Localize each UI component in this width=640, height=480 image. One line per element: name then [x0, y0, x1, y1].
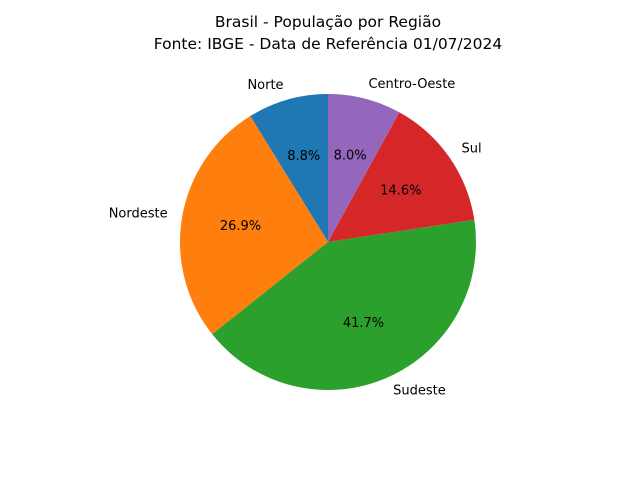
pct-label-norte: 8.8%: [287, 149, 320, 164]
category-label-nordeste: Nordeste: [109, 207, 168, 222]
pct-label-sudeste: 41.7%: [343, 316, 384, 331]
category-label-sul: Sul: [461, 141, 481, 156]
chart-title: Brasil - População por Região: [215, 13, 441, 31]
pie-labels: 8.8% Norte 26.9% Nordeste 41.7% Sudeste 14.6% S…: [109, 77, 482, 399]
pie-slices: [179, 94, 477, 390]
pct-label-centro-oeste: 8.0%: [334, 148, 367, 163]
pie-slice-nordeste: [179, 116, 328, 335]
pie-slice-sudeste: [212, 219, 477, 390]
pie-slice-centro-oeste: [328, 94, 400, 242]
pct-label-nordeste: 26.9%: [220, 219, 261, 234]
pie-slice-sul: [328, 112, 475, 242]
chart-subtitle: Fonte: IBGE - Data de Referência 01/07/2…: [154, 35, 502, 53]
pie-slice-norte: [250, 94, 328, 242]
category-label-sudeste: Sudeste: [393, 384, 446, 399]
pct-label-sul: 14.6%: [380, 184, 421, 199]
category-label-norte: Norte: [247, 78, 283, 93]
category-label-centro-oeste: Centro-Oeste: [368, 77, 455, 92]
